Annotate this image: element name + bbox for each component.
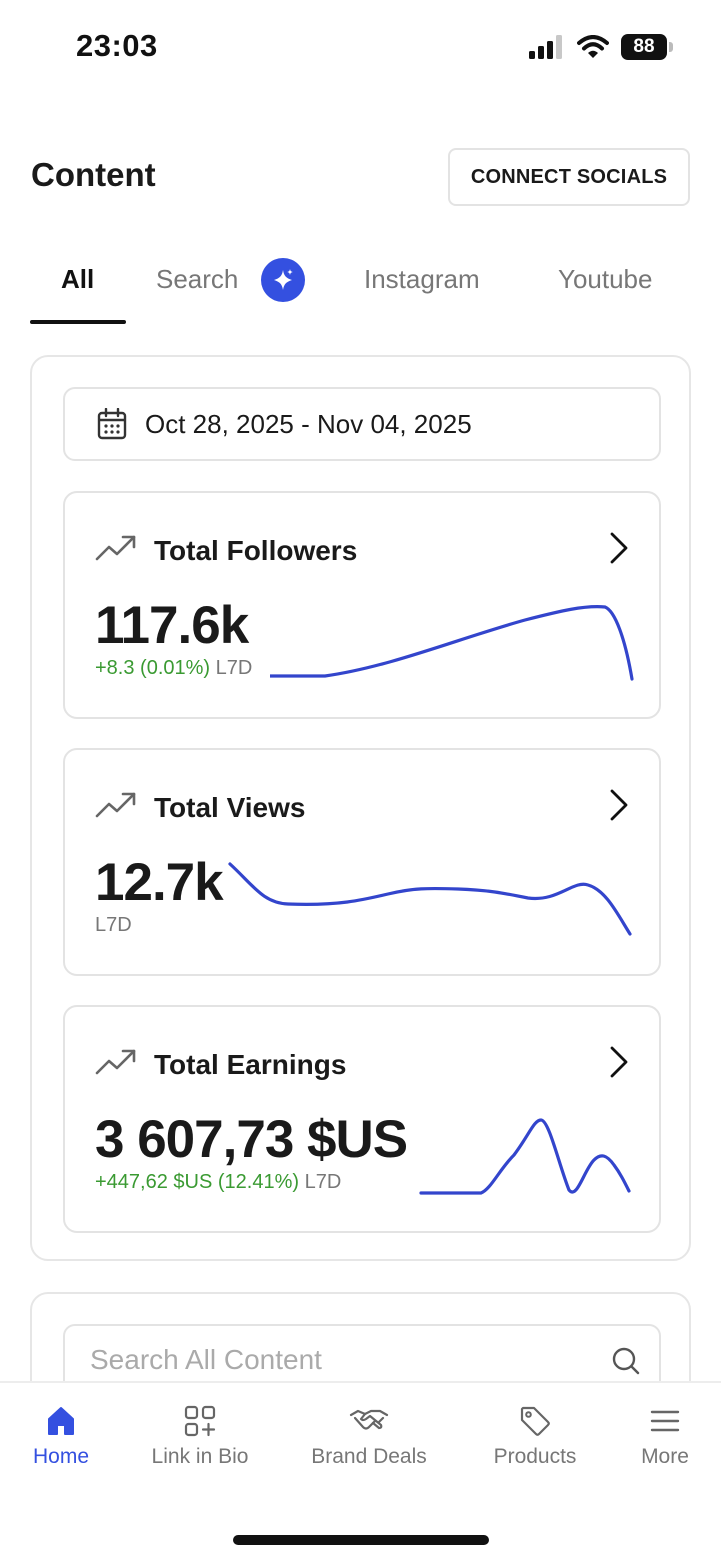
nav-label: Link in Bio (151, 1445, 249, 1468)
cellular-signal-icon (529, 35, 562, 59)
total-views-card[interactable]: Total Views 12.7k L7D (63, 748, 661, 976)
date-range-picker[interactable]: Oct 28, 2025 - Nov 04, 2025 (63, 387, 661, 461)
link-in-bio-icon (184, 1405, 216, 1437)
status-time: 23:03 (76, 28, 158, 63)
connect-socials-button[interactable]: CONNECT SOCIALS (448, 148, 690, 206)
menu-icon (650, 1410, 680, 1432)
trending-up-icon (95, 535, 136, 561)
nav-label: More (641, 1445, 689, 1468)
tab-search[interactable]: Search (156, 264, 239, 294)
date-range-label: Oct 28, 2025 - Nov 04, 2025 (145, 408, 472, 439)
battery-icon: 88 (621, 34, 673, 60)
metric-value: 3 607,73 $US (95, 1110, 408, 1169)
chevron-right-icon[interactable] (609, 531, 629, 565)
battery-level: 88 (621, 34, 667, 60)
active-tab-indicator (30, 320, 126, 324)
metric-period: L7D (95, 914, 132, 936)
nav-link-in-bio[interactable]: Link in Bio (148, 1405, 252, 1469)
status-bar: 23:03 88 (0, 0, 721, 95)
page-title: Content (31, 156, 156, 193)
metric-title: Total Views (154, 792, 306, 823)
status-icons: 88 (529, 34, 673, 60)
metric-value: 117.6k (95, 596, 249, 655)
nav-products[interactable]: Products (486, 1405, 584, 1469)
views-sparkline (228, 862, 632, 936)
metric-title: Total Followers (154, 535, 358, 566)
nav-more[interactable]: More (636, 1405, 694, 1469)
nav-label: Products (493, 1445, 577, 1468)
handshake-icon (349, 1409, 389, 1430)
metric-subtitle: +8.3 (0.01%) L7D (95, 657, 252, 680)
total-followers-card[interactable]: Total Followers 117.6k +8.3 (0.01%) L7D (63, 491, 661, 719)
calendar-icon (97, 408, 127, 440)
nav-label: Brand Deals (311, 1445, 427, 1468)
chevron-right-icon[interactable] (609, 1045, 629, 1079)
followers-sparkline (270, 605, 634, 681)
search-placeholder: Search All Content (90, 1344, 322, 1375)
metric-delta: +447,62 $US (12.41%) (95, 1171, 300, 1193)
content-tabs: All Search Instagram Youtube (0, 250, 721, 326)
chevron-right-icon[interactable] (609, 788, 629, 822)
tag-icon (520, 1406, 550, 1436)
metric-value: 12.7k (95, 853, 224, 912)
home-indicator[interactable] (233, 1535, 489, 1545)
nav-label: Home (32, 1445, 90, 1468)
trending-up-icon (95, 792, 136, 818)
tab-all[interactable]: All (61, 264, 95, 294)
metric-subtitle: +447,62 $US (12.41%) L7D (95, 1171, 341, 1194)
earnings-sparkline (419, 1118, 631, 1195)
metric-period: L7D (304, 1171, 342, 1193)
tab-instagram[interactable]: Instagram (364, 264, 480, 294)
search-icon[interactable] (611, 1346, 641, 1376)
sparkle-icon[interactable] (261, 258, 305, 302)
nav-home[interactable]: Home (30, 1405, 92, 1469)
nav-brand-deals[interactable]: Brand Deals (304, 1405, 434, 1469)
metric-title: Total Earnings (154, 1049, 347, 1080)
metric-delta: +8.3 (0.01%) (95, 657, 211, 679)
home-icon (48, 1407, 74, 1435)
trending-up-icon (95, 1049, 136, 1075)
bottom-nav: Home Link in Bio Brand Deals Products (0, 1381, 721, 1560)
tab-youtube[interactable]: Youtube (558, 264, 653, 294)
wifi-icon (577, 35, 609, 58)
stats-panel: Oct 28, 2025 - Nov 04, 2025 Total Follow… (30, 355, 691, 1261)
metric-period: L7D (215, 657, 253, 679)
total-earnings-card[interactable]: Total Earnings 3 607,73 $US +447,62 $US … (63, 1005, 661, 1233)
